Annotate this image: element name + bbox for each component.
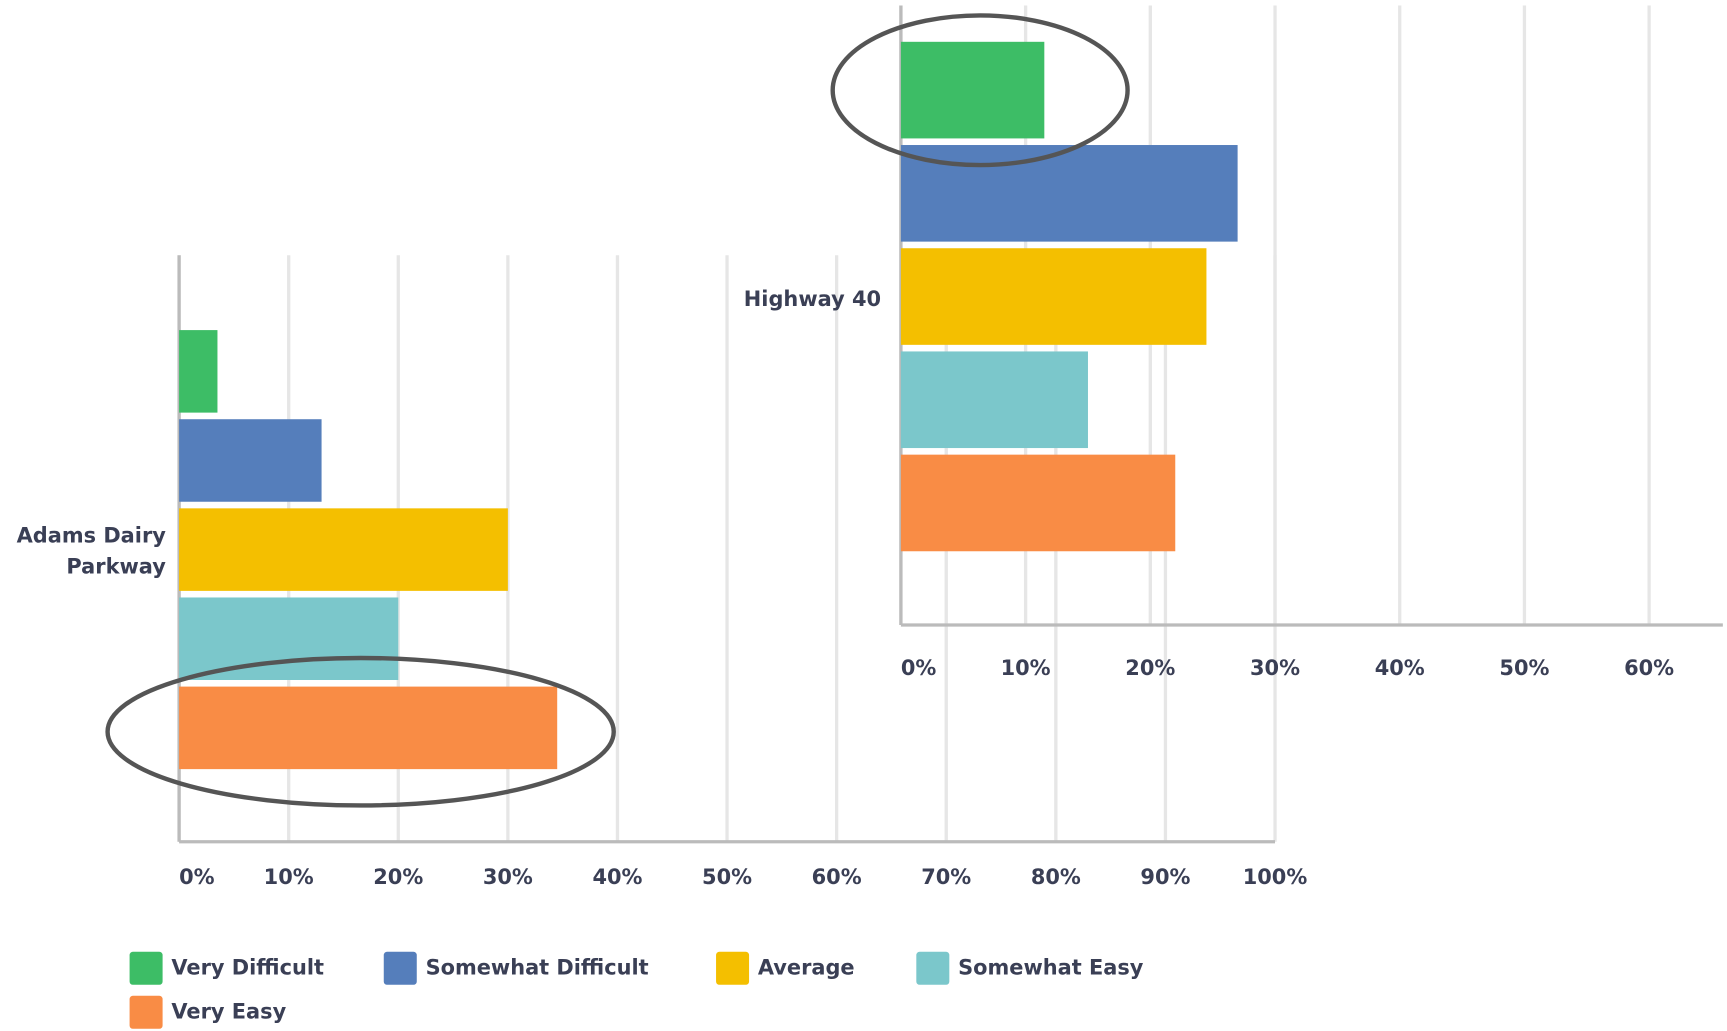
x-tick-label: 30% <box>1250 656 1300 680</box>
x-tick-label: 40% <box>592 865 642 889</box>
x-tick-label: 70% <box>921 865 971 889</box>
bar <box>900 351 1088 449</box>
x-tick-label: 10% <box>264 865 314 889</box>
x-tick-label: 60% <box>812 865 862 889</box>
x-tick-label: 0% <box>179 865 215 889</box>
bar <box>179 419 322 502</box>
x-tick-label: 60% <box>1624 656 1674 680</box>
legend-swatch <box>129 951 163 985</box>
category-label: Highway 40 <box>743 287 882 312</box>
x-tick-label: 20% <box>373 865 423 889</box>
legend-swatch <box>916 951 950 985</box>
highlight-ellipse <box>830 13 1130 168</box>
legend-swatch <box>129 995 163 1029</box>
legend-label: Very Easy <box>171 999 286 1023</box>
legend-label: Somewhat Difficult <box>426 955 649 979</box>
x-tick-label: 50% <box>702 865 752 889</box>
bar <box>900 248 1207 345</box>
category-label-box: Highway 40 <box>743 287 882 312</box>
x-tick-label: 30% <box>483 865 533 889</box>
highlight-ellipse <box>105 655 616 808</box>
bar <box>179 597 399 680</box>
category-label: Adams Dairy Parkway <box>16 523 166 579</box>
x-tick-label: 0% <box>901 656 937 680</box>
bar <box>179 686 558 770</box>
legend-swatch <box>383 951 417 985</box>
x-tick-label: 50% <box>1499 656 1549 680</box>
x-tick-label: 40% <box>1375 656 1425 680</box>
legend-label: Average <box>758 955 855 979</box>
bar <box>900 145 1238 242</box>
bar <box>900 454 1176 552</box>
x-tick-label: 100% <box>1243 865 1308 889</box>
x-tick-label: 90% <box>1140 865 1190 889</box>
x-tick-label: 10% <box>1001 656 1051 680</box>
x-tick-label: 80% <box>1031 865 1081 889</box>
legend-swatch <box>716 951 750 985</box>
legend-label: Somewhat Easy <box>958 955 1144 979</box>
charts: 0% 10% 20% 30% 40% 50% 60% 70% 80% 90% 100% Adams D… <box>16 5 1723 1029</box>
bar <box>179 508 508 591</box>
x-tick-label: 20% <box>1125 656 1175 680</box>
legend-label: Very Difficult <box>171 955 324 979</box>
bar <box>179 330 218 413</box>
bar <box>900 41 1045 139</box>
category-label-box: Adams Dairy Parkway <box>16 523 166 579</box>
